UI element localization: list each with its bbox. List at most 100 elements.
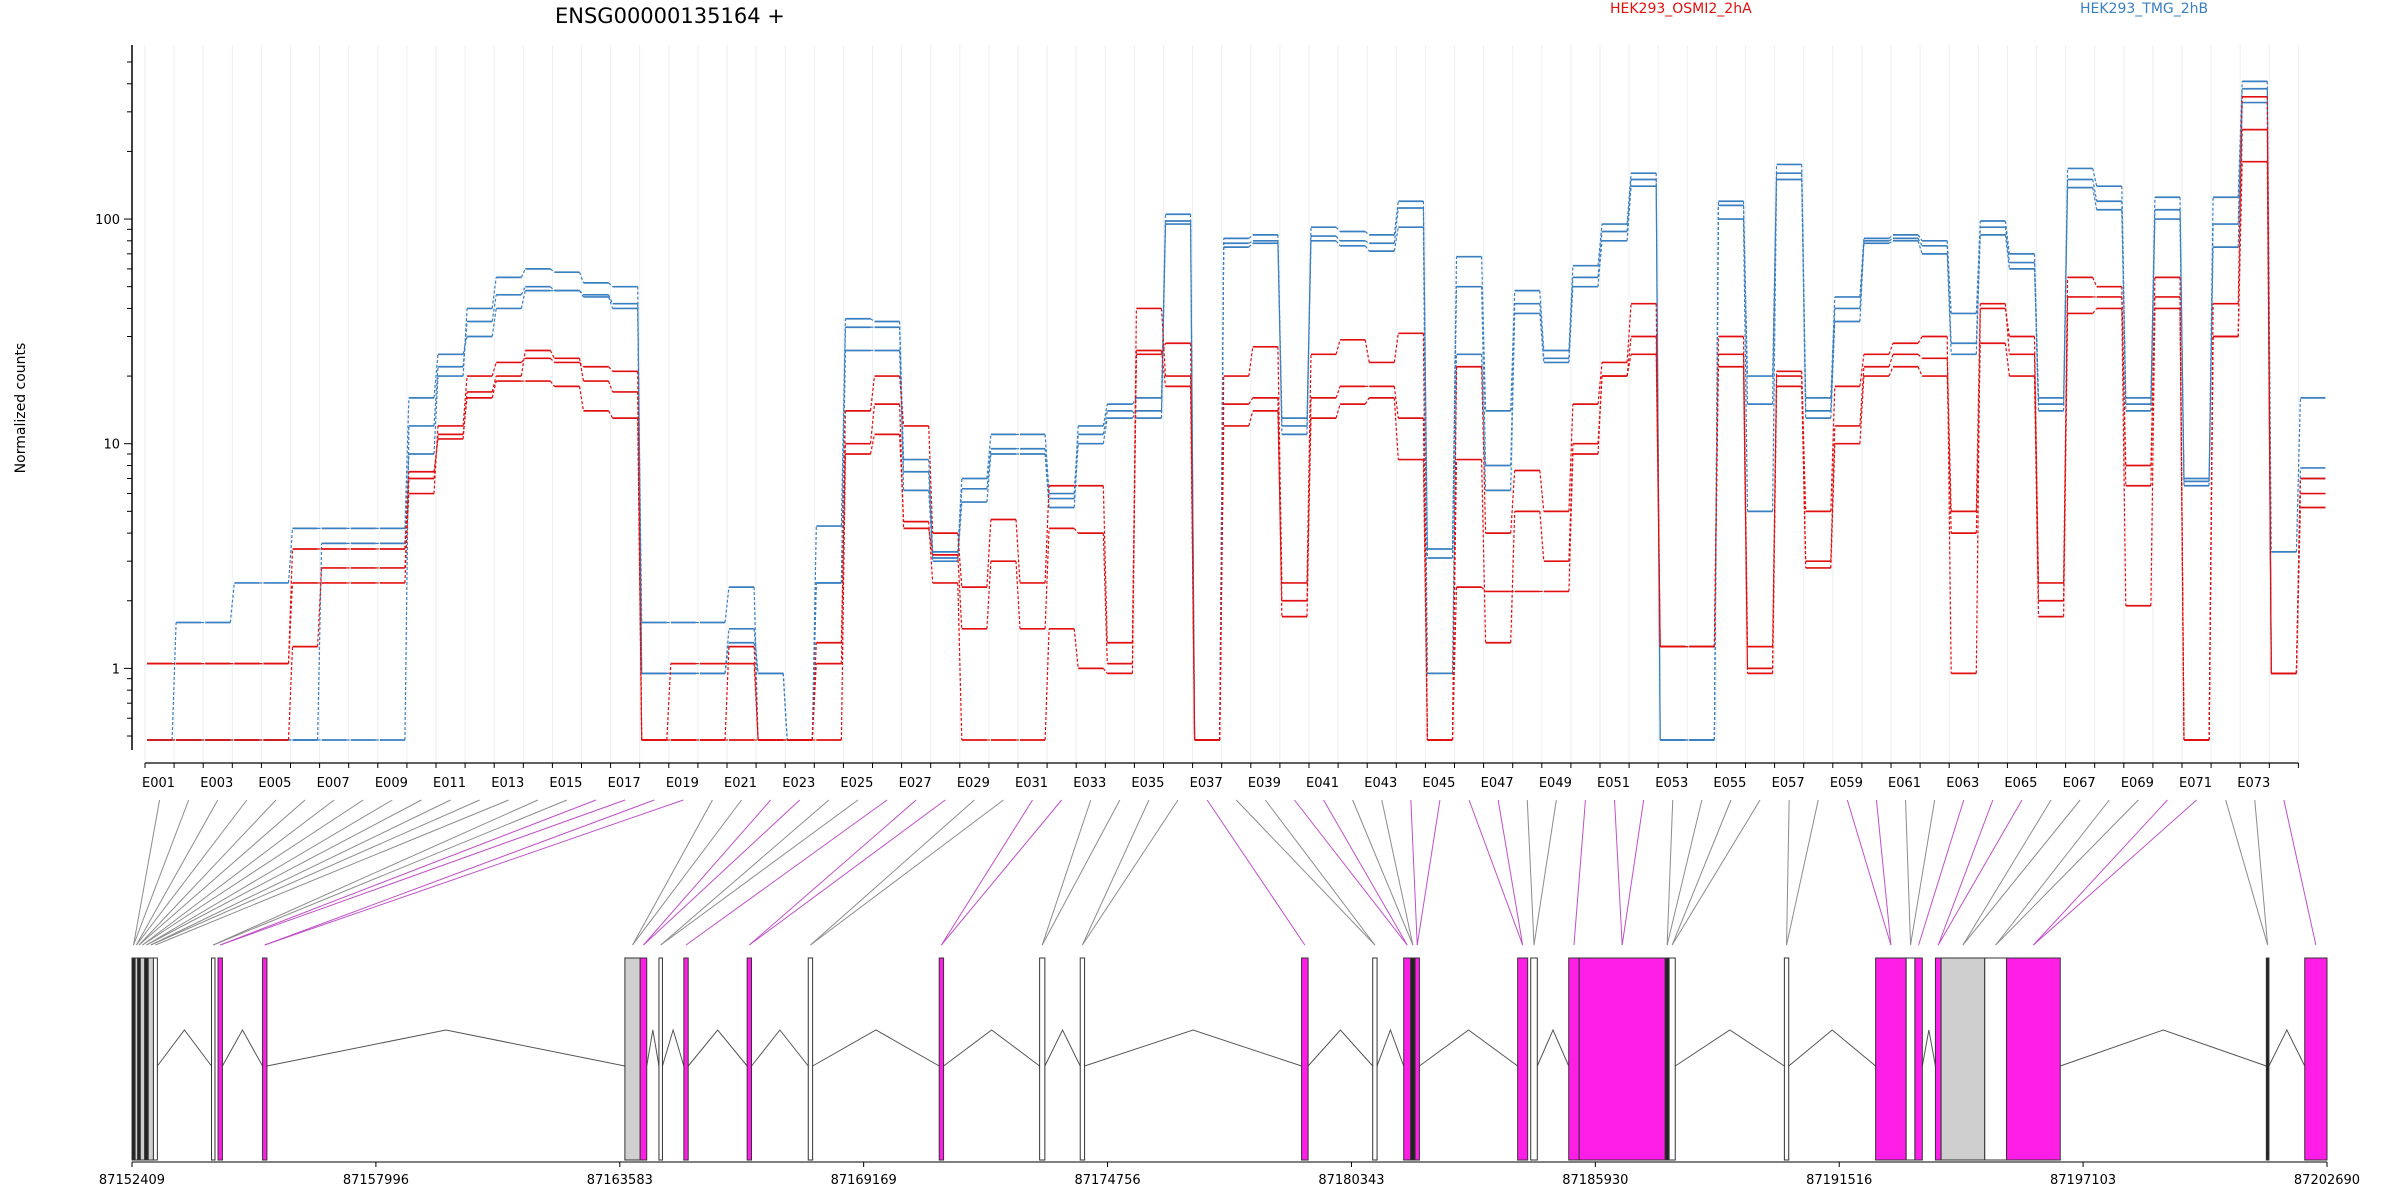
exon-transition-segment <box>840 350 846 583</box>
exon-connector <box>1621 799 1645 946</box>
exon-transition-segment <box>608 366 614 372</box>
exon-transition-segment <box>608 380 614 393</box>
exon-connector <box>1235 799 1376 946</box>
exon-transition-segment <box>1160 308 1167 377</box>
exon-connector <box>1666 799 1674 946</box>
exon-transition-segment <box>1015 519 1021 583</box>
exon-transition-segment <box>549 357 555 363</box>
exon-transition-segment <box>2004 303 2010 355</box>
exon-transition-segment <box>1830 296 1836 398</box>
exon-transition-segment <box>287 548 294 664</box>
exon-connector <box>146 799 422 946</box>
exon-connector-lines <box>133 799 2317 946</box>
exon-connector <box>146 799 393 946</box>
exon-tick-label: E017 <box>608 776 641 791</box>
exon-transition-segment <box>491 362 497 377</box>
exon-transition-segment <box>1335 235 1341 242</box>
exon-tick-label: E047 <box>1481 776 1514 791</box>
exon-transition-segment <box>1830 321 1836 419</box>
exon-transition-segment <box>1219 425 1225 741</box>
exon-transition-segment <box>928 425 934 534</box>
exon-transition-segment <box>1190 386 1196 741</box>
exon-connector <box>1995 799 2139 946</box>
intron-line <box>2268 1028 2306 1067</box>
exon-box <box>1414 957 1420 1161</box>
exon-tick-label: E045 <box>1422 776 1455 791</box>
exon-transition-segment <box>608 294 614 304</box>
exon-connector <box>632 799 713 946</box>
exon-transition-segment <box>811 642 817 741</box>
y-axis-label: Normalized counts <box>13 343 29 474</box>
exon-transition-segment <box>1073 443 1079 508</box>
exon-tick-label: E025 <box>840 776 873 791</box>
exon-box <box>2265 957 2270 1161</box>
exon-box <box>152 957 158 1161</box>
exon-transition-segment <box>1597 231 1603 278</box>
exon-transition-segment <box>578 386 585 411</box>
exon-connector <box>1416 799 1441 946</box>
exon-connector <box>941 799 1063 946</box>
exon-transition-segment <box>2208 247 2214 479</box>
exon-tick-label: E055 <box>1713 776 1746 791</box>
exon-tick-label: E003 <box>200 776 233 791</box>
exon-connector <box>1294 799 1408 946</box>
exon-box <box>147 957 154 1161</box>
exon-transition-segment <box>579 290 584 296</box>
intron-line <box>661 1028 685 1067</box>
exon-tick-label: E069 <box>2121 776 2154 791</box>
genomic-tick-label: 87197103 <box>2050 1173 2116 1188</box>
exon-box <box>1914 957 1923 1161</box>
genomic-tick-label: 87152409 <box>99 1173 165 1188</box>
exon-transition-segment <box>1888 343 1894 355</box>
intron-line <box>1536 1028 1570 1067</box>
genomic-tick-label: 87157996 <box>343 1173 409 1188</box>
exon-transition-segment <box>2237 96 2243 304</box>
exon-transition-segment <box>1626 186 1632 241</box>
exon-transition-segment <box>1946 376 1952 534</box>
exon-box <box>1079 957 1086 1161</box>
exon-transition-segment <box>1306 418 1312 601</box>
intron-line <box>646 1029 660 1067</box>
exon-tick-label: E023 <box>782 776 815 791</box>
exon-transition-segment <box>1393 227 1399 252</box>
exon-connector <box>2283 799 2317 946</box>
series-blue-0 <box>147 80 2326 741</box>
exon-transition-segment <box>2237 161 2243 337</box>
exon-connector <box>2033 799 2197 946</box>
exon-transition-segment <box>317 543 323 741</box>
exon-tick-label: E039 <box>1248 776 1281 791</box>
exon-transition-segment <box>1888 354 1894 367</box>
exon-transition-segment <box>1917 240 1923 255</box>
exon-transition-segment <box>1772 386 1778 674</box>
exon-connector <box>1937 799 2023 946</box>
exon-transition-segment <box>899 434 905 522</box>
exon-transition-segment <box>1422 333 1428 741</box>
exon-transition-segment <box>2092 187 2098 210</box>
exon-transition-segment <box>1917 366 1923 377</box>
exon-tick-label: E007 <box>317 776 350 791</box>
exon-transition-segment <box>549 380 555 387</box>
exon-transition-segment <box>1451 286 1458 558</box>
exon-connector <box>220 799 626 946</box>
exon-transition-segment <box>1073 527 1079 534</box>
exon-transition-segment <box>1830 443 1836 568</box>
exon-transition-segment <box>1073 628 1079 669</box>
exon-transition-segment <box>1102 418 1108 444</box>
exon-transition-segment <box>899 350 905 472</box>
y-axis: 1 10 100 <box>95 45 133 750</box>
exon-connector <box>643 799 772 946</box>
exon-transition-segment <box>1597 240 1603 287</box>
exon-connector <box>155 799 509 946</box>
exon-transition-segment <box>870 318 875 322</box>
exon-transition-segment <box>869 376 876 411</box>
exon-transition-segment <box>549 350 555 359</box>
exon-connector <box>1671 799 1761 946</box>
exon-transition-segment <box>1510 313 1516 491</box>
exon-transition-segment <box>1364 339 1370 363</box>
exon-tick-label: E049 <box>1539 776 1572 791</box>
exon-transition-segment <box>724 628 730 674</box>
exon-tick-label: E001 <box>142 776 175 791</box>
exon-transition-segment <box>1539 470 1545 512</box>
exon-transition-segment <box>986 561 992 629</box>
exon-transition-segment <box>2063 313 2069 617</box>
